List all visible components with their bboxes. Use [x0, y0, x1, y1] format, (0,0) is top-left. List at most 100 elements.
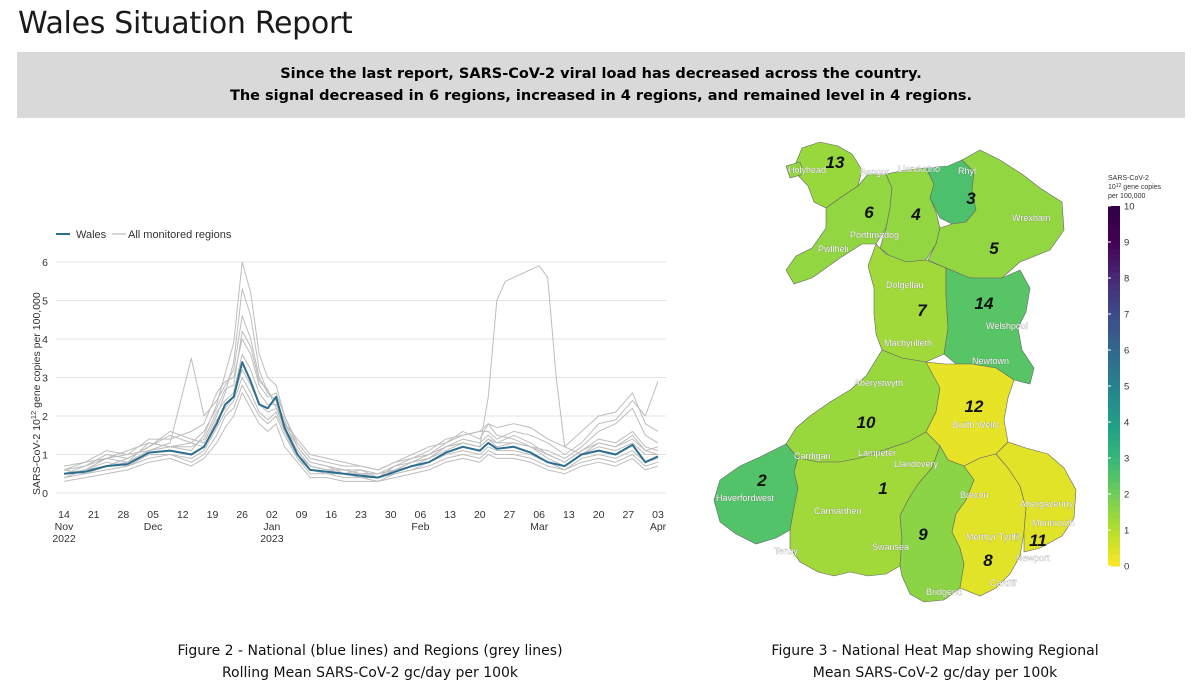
x-tick-label: 02 [266, 509, 278, 521]
y-tick-label: 4 [42, 334, 48, 346]
figure-3-caption-line-1: Figure 3 - National Heat Map showing Reg… [771, 643, 1099, 659]
summary-line-1: Since the last report, SARS-CoV-2 viral … [280, 66, 922, 82]
legend-color-step [1108, 494, 1120, 501]
region-label-12: 12 [965, 397, 984, 416]
region-label-3: 3 [966, 189, 976, 208]
x-tick-label: 12 [177, 509, 189, 521]
x-axis-ticks: 14 21 28 05 12 19 26 02 09 16 23 30 06 13 20 27 06 13 20 27… [52, 509, 666, 545]
legend-color-step [1108, 512, 1120, 519]
legend-color-step [1108, 338, 1120, 345]
town-builth-wells: Builth Wells [952, 420, 999, 430]
legend-tick-label: 1 [1124, 526, 1129, 537]
y-tick-label: 0 [42, 488, 48, 500]
y-tick-label: 5 [42, 296, 48, 308]
region-7-area [867, 243, 949, 363]
x-year-label: 2023 [260, 533, 284, 545]
x-tick-label: 30 [385, 509, 397, 521]
town-llandudno: Llandudno [898, 164, 940, 174]
legend-wales-label: Wales [76, 229, 107, 241]
chart-series [63, 261, 659, 482]
legend-color-step [1108, 476, 1120, 483]
region-series-line [63, 369, 659, 475]
x-tick-label: 06 [415, 509, 427, 521]
legend-color-step [1108, 362, 1120, 369]
legend-color-step [1108, 452, 1120, 459]
national-regions-line-chart: Wales All monitored regions SARS-CoV-2 1… [29, 229, 667, 545]
legend-color-step [1108, 266, 1120, 273]
town-pwllheli: Pwllheli [818, 244, 849, 254]
legend-color-step [1108, 278, 1120, 285]
legend-tick-label: 7 [1124, 310, 1129, 321]
region-series-line [63, 315, 658, 479]
x-month-label: Dec [144, 521, 163, 533]
legend-color-step [1108, 248, 1120, 255]
legend-color-step [1108, 308, 1120, 315]
y-tick-label: 3 [42, 373, 48, 385]
x-tick-label: 20 [474, 509, 486, 521]
town-lampeter: Lampeter [858, 448, 896, 458]
town-newtown: Newtown [972, 356, 1009, 366]
region-label-14: 14 [975, 294, 994, 313]
legend-tick-label: 8 [1124, 274, 1129, 285]
x-tick-label: 23 [355, 509, 367, 521]
legend-color-step [1108, 410, 1120, 417]
legend-color-step [1108, 428, 1120, 435]
town-rhyl: Rhyl [958, 166, 976, 176]
town-labels: Holyhead Bangor Llandudno Rhyl Wrexham P… [716, 164, 1075, 597]
region-series-line [63, 384, 659, 482]
town-carmarthen: Carmarthen [814, 506, 862, 516]
legend-color-bar [1108, 206, 1120, 567]
legend-color-step [1108, 470, 1120, 477]
region-6-islet [785, 161, 805, 179]
x-tick-label: 13 [563, 509, 575, 521]
legend-tick-label: 9 [1124, 238, 1129, 249]
legend-tick-label: 2 [1124, 490, 1129, 501]
legend-color-step [1108, 416, 1120, 423]
legend-color-step [1108, 392, 1120, 399]
legend-color-step [1108, 380, 1120, 387]
y-axis-label-sup: 12 [29, 411, 38, 419]
chart-legend: Wales All monitored regions [56, 229, 232, 241]
legend-color-step [1108, 284, 1120, 291]
town-welshpool: Welshpool [986, 321, 1028, 331]
y-axis-label: SARS-CoV-2 1012 gene copies per 100,000 [29, 292, 43, 495]
x-tick-label: 16 [325, 509, 337, 521]
town-cardiff: Cardiff [990, 578, 1017, 588]
y-axis-label-suffix: gene copies per 100,000 [31, 292, 43, 411]
legend-color-step [1108, 386, 1120, 393]
legend-title-line-1: SARS-CoV-2 [1108, 175, 1149, 182]
x-tick-label: 03 [652, 509, 664, 521]
x-tick-label: 06 [533, 509, 545, 521]
legend-color-step [1108, 482, 1120, 489]
legend-color-step [1108, 404, 1120, 411]
legend-color-step [1108, 326, 1120, 333]
region-label-13: 13 [826, 153, 845, 172]
legend-color-step [1108, 206, 1120, 213]
legend-color-step [1108, 356, 1120, 363]
summary-banner: Since the last report, SARS-CoV-2 viral … [17, 52, 1185, 118]
x-month-label: Jan [263, 521, 280, 533]
x-month-label: Apr [650, 521, 667, 533]
figure-3-caption: Figure 3 - National Heat Map showing Reg… [720, 640, 1150, 684]
legend-color-step [1108, 548, 1120, 555]
town-wrexham: Wrexham [1012, 213, 1050, 223]
page-title: Wales Situation Report [18, 6, 353, 41]
wales-series-line [63, 361, 659, 479]
x-tick-label: 27 [504, 509, 516, 521]
legend-tick-label: 6 [1124, 346, 1129, 357]
x-month-label: Mar [530, 521, 549, 533]
town-monmouth: Monmouth [1032, 518, 1075, 528]
legend-color-step [1108, 254, 1120, 261]
legend-color-step [1108, 242, 1120, 249]
region-series-line [63, 392, 659, 482]
legend-tick-label: 5 [1124, 382, 1129, 393]
legend-title-line-3: per 100,000 [1108, 193, 1145, 200]
legend-color-step [1108, 446, 1120, 453]
legend-color-step [1108, 422, 1120, 429]
region-label-7: 7 [917, 301, 928, 320]
town-llandovery: Llandovery [894, 459, 939, 469]
town-abergavenny: Abergavenny [1020, 499, 1074, 509]
town-porthmadog: Porthmadog [850, 230, 899, 240]
legend-color-step [1108, 398, 1120, 405]
legend-color-step [1108, 272, 1120, 279]
